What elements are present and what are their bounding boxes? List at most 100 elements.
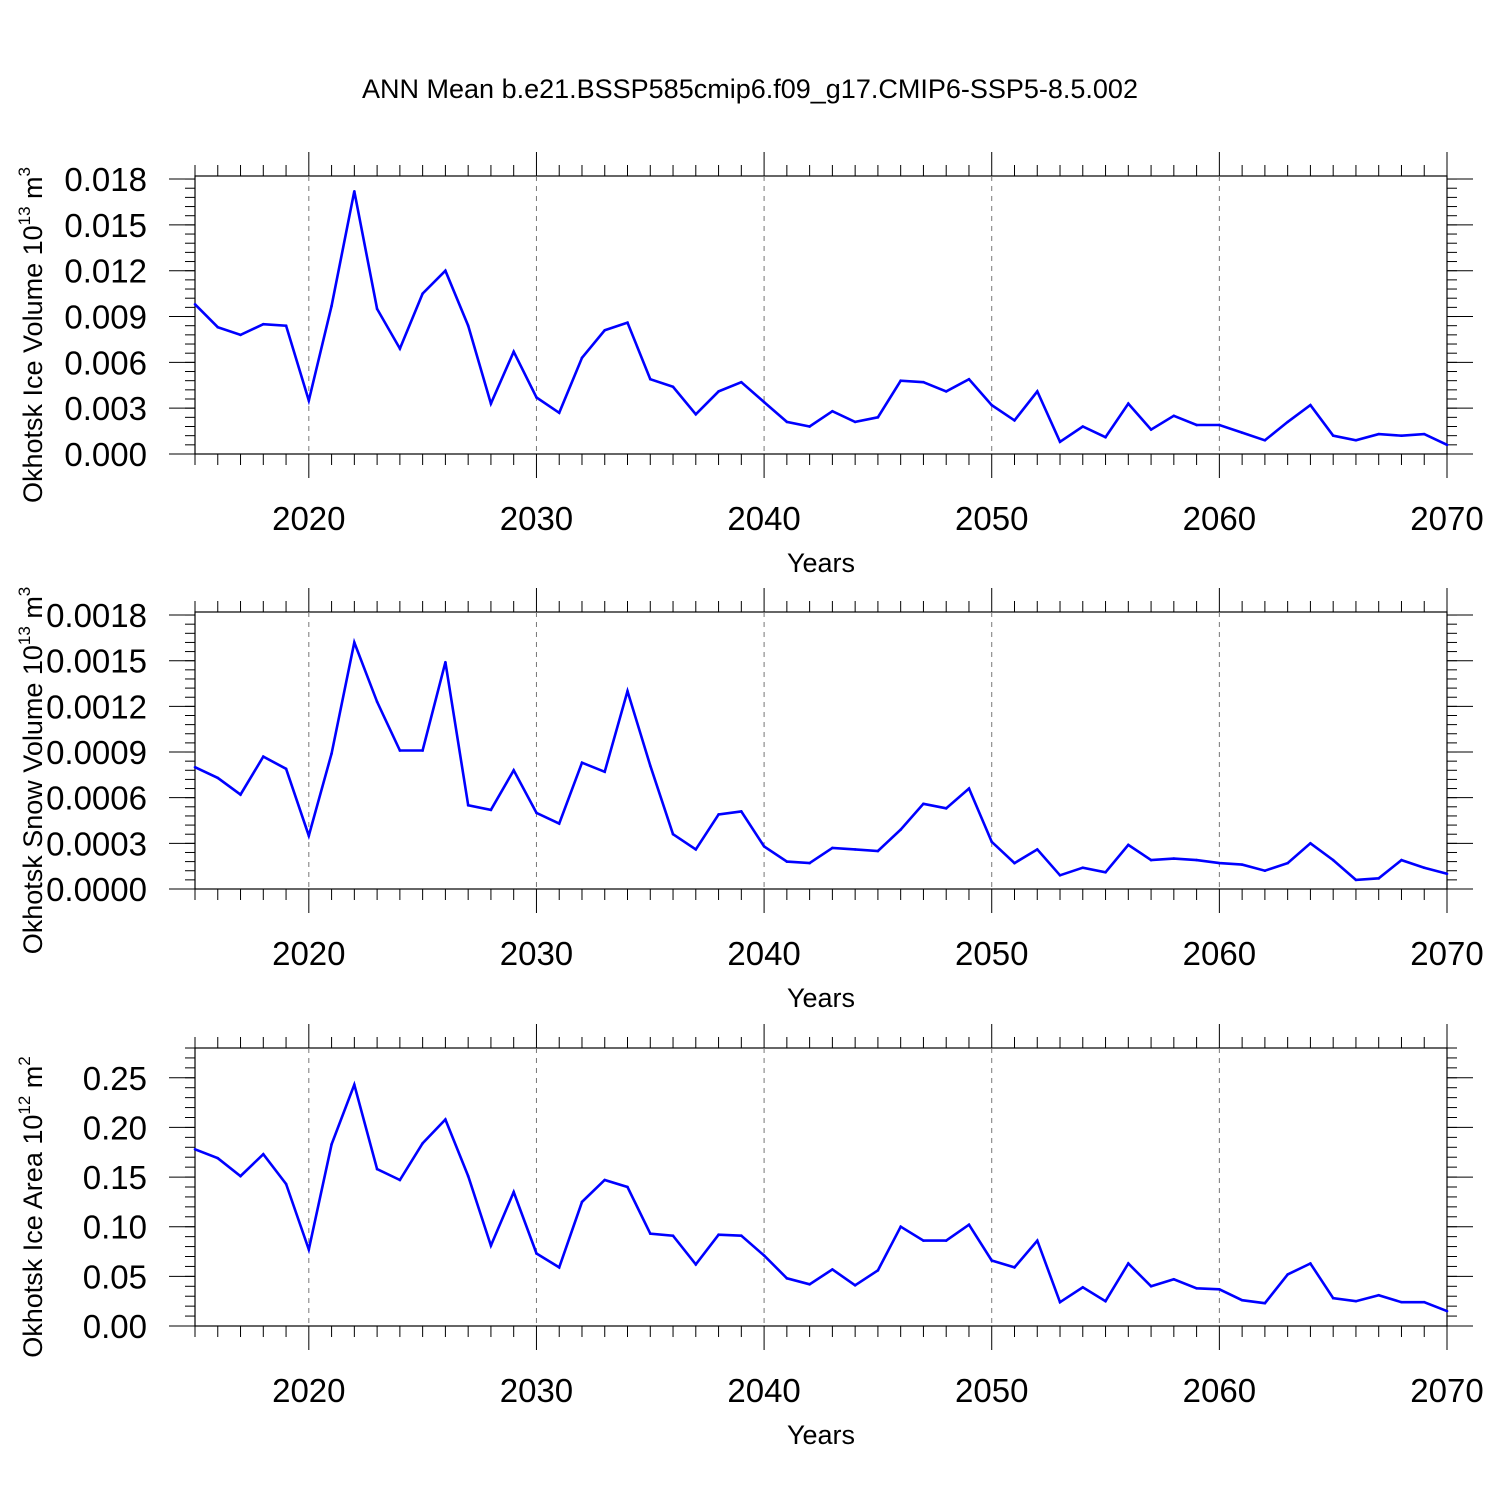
data-point [1195, 1286, 1198, 1290]
data-point [1218, 861, 1221, 865]
data-point [375, 1167, 379, 1171]
data-point [1445, 872, 1449, 876]
data-point [1422, 432, 1426, 436]
data-point [740, 380, 743, 384]
data-point [1286, 420, 1289, 424]
data-point [694, 412, 698, 416]
data-point [899, 379, 902, 382]
data-point [785, 420, 789, 424]
data-point [444, 269, 447, 273]
data-point [876, 416, 880, 419]
y-tick-label: 0.05 [83, 1258, 147, 1295]
data-point [1377, 877, 1381, 880]
data-point [853, 1283, 857, 1287]
figure-title: ANN Mean b.e21.BSSP585cmip6.f09_g17.CMIP… [362, 74, 1138, 104]
data-point [1309, 842, 1312, 845]
data-point [307, 1248, 311, 1251]
data-point [990, 403, 994, 407]
data-point [1013, 1266, 1016, 1269]
y-tick-label: 0.000 [64, 436, 147, 473]
data-point [603, 770, 607, 774]
y-tick-label: 0.018 [64, 161, 147, 198]
data-point [1035, 848, 1039, 851]
data-point [330, 1143, 333, 1146]
data-point [353, 1083, 356, 1087]
x-tick-label: 2070 [1410, 1372, 1483, 1409]
data-point [1104, 435, 1107, 439]
data-point [990, 1259, 994, 1262]
data-point [785, 860, 789, 863]
data-point [1218, 1287, 1221, 1291]
data-point [284, 767, 288, 771]
panel-1: 2020 2030 2040 2050 2060 2070 0.000 0.003 0.006 0… [15, 152, 1484, 578]
data-point [466, 803, 470, 807]
data-point [580, 1200, 584, 1204]
data-point [284, 1182, 288, 1186]
data-point [1377, 1293, 1381, 1297]
data-point [489, 402, 493, 405]
data-point [1127, 843, 1130, 847]
data-point [375, 307, 379, 311]
data-point [216, 776, 220, 780]
data-point [239, 793, 242, 796]
data-point [1240, 431, 1244, 434]
data-point [626, 1185, 629, 1189]
data-point [922, 802, 925, 806]
x-tick-label: 2020 [272, 1372, 345, 1409]
data-point [398, 1178, 402, 1182]
data-point [944, 807, 948, 810]
data-point [1331, 858, 1335, 862]
data-point [1058, 874, 1062, 877]
x-axis-label: Years [787, 548, 855, 578]
data-point [717, 390, 720, 393]
data-point [1058, 440, 1062, 444]
data-point [944, 1239, 948, 1242]
data-point [444, 1118, 447, 1121]
y-tick-label: 0.00 [83, 1308, 147, 1345]
x-tick-label: 2070 [1410, 500, 1483, 537]
data-point [1172, 1278, 1176, 1281]
data-point [1081, 425, 1085, 428]
data-point [762, 400, 766, 404]
data-point [489, 808, 493, 812]
data-point [717, 1233, 720, 1236]
data-point [261, 322, 265, 326]
data-point [261, 1152, 265, 1156]
data-point [216, 1156, 220, 1160]
data-point [990, 840, 994, 844]
x-tick-label: 2070 [1410, 935, 1483, 972]
data-point [1218, 423, 1221, 427]
data-point [1104, 1299, 1107, 1303]
data-point [193, 303, 197, 306]
data-point [535, 1252, 538, 1255]
data-point [603, 328, 607, 332]
data-point [762, 845, 766, 848]
data-point [1195, 858, 1198, 862]
data-point [512, 1190, 515, 1194]
y-tick-label: 0.20 [83, 1109, 147, 1146]
data-point [1035, 1239, 1039, 1242]
data-point [466, 1174, 470, 1178]
data-point [353, 189, 356, 193]
data-point [1400, 1300, 1403, 1304]
data-point [853, 848, 857, 851]
data-point [1331, 1296, 1335, 1300]
x-tick-label: 2060 [1183, 935, 1256, 972]
data-point [671, 832, 675, 836]
panel-3: 2020 2030 2040 2050 2060 2070 0.00 0.05 0.10 0.15… [15, 1024, 1484, 1450]
data-point [512, 768, 515, 772]
data-point [1035, 390, 1039, 393]
data-point [671, 385, 675, 389]
data-point [557, 411, 561, 415]
data-point [1286, 861, 1289, 865]
data-point [808, 425, 811, 428]
data-point [239, 333, 242, 337]
x-tick-label: 2020 [272, 500, 345, 537]
data-point [216, 325, 220, 329]
y-tick-label: 0.0015 [46, 643, 147, 680]
y-tick-label: 0.0018 [46, 597, 147, 634]
data-point [876, 1269, 880, 1272]
y-tick-label: 0.0009 [46, 734, 147, 771]
data-point [353, 641, 356, 644]
